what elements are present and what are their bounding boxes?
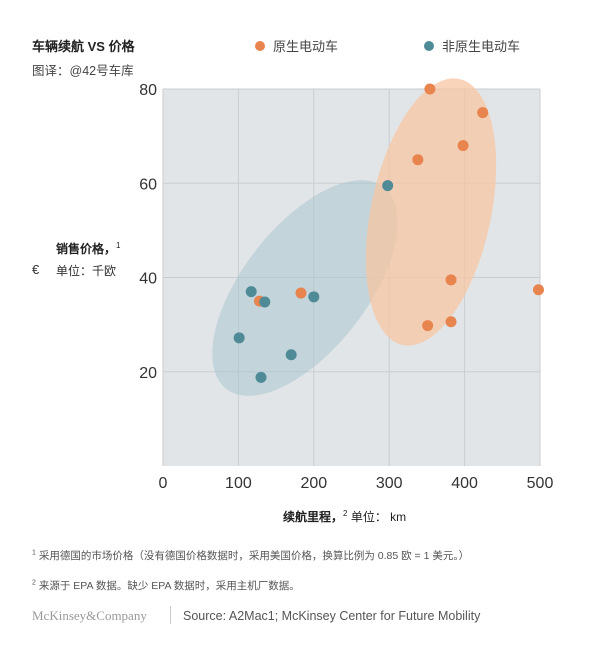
y-tick-label: 40: [139, 271, 157, 288]
y-axis-unit: 单位：千欧: [56, 264, 117, 278]
footnote-2: 2 来源于 EPA 数据。缺少 EPA 数据时，采用主机厂数据。: [32, 579, 300, 593]
chart-subtitle: 图译：@42号车库: [32, 64, 134, 78]
point-native: [477, 107, 489, 119]
point-non-native: [245, 286, 257, 298]
point-non-native: [382, 180, 394, 192]
point-native: [445, 316, 457, 328]
y-tick-label: 20: [139, 365, 157, 382]
y-tick-label: 60: [139, 176, 157, 193]
brand-logo: McKinsey&Company: [32, 608, 147, 623]
y-tick-label: 80: [139, 82, 157, 99]
point-non-native: [255, 371, 267, 383]
point-native: [424, 83, 436, 95]
x-axis-label: 续航里程，2 单位： km: [283, 509, 407, 524]
legend-item-native: 原生电动车: [255, 36, 338, 55]
point-non-native: [233, 332, 245, 344]
legend-marker-non-native: [424, 40, 434, 51]
point-native: [445, 274, 457, 286]
cluster-non-native: [212, 180, 398, 396]
divider: [170, 606, 171, 624]
legend-label-native: 原生电动车: [273, 39, 339, 54]
point-native: [457, 140, 469, 152]
point-non-native: [285, 349, 297, 361]
point-native: [532, 284, 544, 296]
point-native: [422, 320, 434, 332]
legend-marker-native: [255, 40, 265, 51]
y-axis-label: 销售价格，1: [56, 241, 121, 256]
y-axis-currency: €: [32, 262, 40, 277]
x-tick-label: 400: [451, 475, 478, 492]
source-note: Source: A2Mac1; McKinsey Center for Futu…: [183, 609, 481, 623]
plot-area: 0 100 200 300 400 500 20 40 60 80: [139, 78, 554, 492]
x-tick-label: 500: [527, 475, 554, 492]
footnote-1: 1 采用德国的市场价格（没有德国价格数据时，采用美国价格，换算比例为 0.85 …: [32, 549, 470, 563]
chart-title: 车辆续航 VS 价格: [32, 39, 135, 54]
legend-item-non-native: 非原生电动车: [424, 36, 520, 55]
point-non-native: [259, 296, 271, 308]
point-non-native: [308, 291, 320, 303]
x-tick-label: 300: [376, 475, 403, 492]
x-tick-label: 100: [225, 475, 252, 492]
legend-label-non-native: 非原生电动车: [442, 39, 521, 54]
x-tick-label: 200: [300, 475, 327, 492]
point-native: [295, 287, 307, 299]
point-native: [412, 154, 424, 166]
x-tick-label: 0: [159, 475, 168, 492]
